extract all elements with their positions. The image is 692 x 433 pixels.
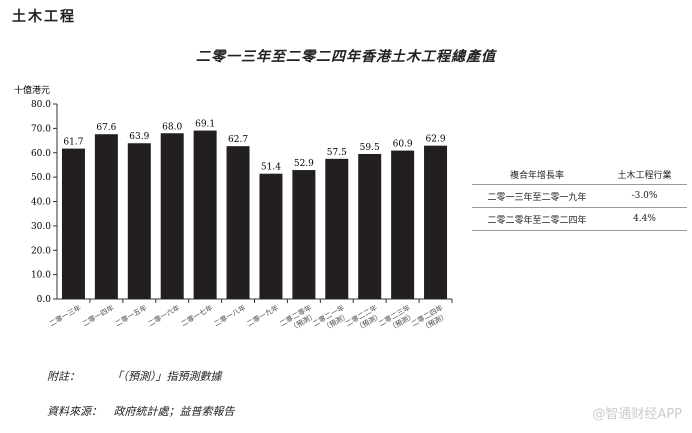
note-label: 附註： [47,370,80,383]
x-tick-label: 二零一四年 [81,303,116,328]
data-label: 59.5 [360,143,380,153]
x-tick-label: 二零二二年（預測） [344,303,383,336]
y-tick-label: 40.0 [31,198,51,208]
header-cell: 複合年增長率 [509,170,564,181]
watermark: @智通财经APP [592,407,682,422]
bar [424,145,448,299]
source: 資料來源： 政府統計處；益普索報告 [47,403,235,419]
x-tick-label: 二零一六年 [146,303,181,328]
data-label: 60.9 [393,140,413,150]
note-text: 「（預測）」指預測數據 [111,370,222,383]
y-tick-label: 80.0 [31,100,51,110]
bar [160,133,184,299]
source-text: 政府統計處；益普索報告 [113,405,235,418]
note: 附註： 「（預測）」指預測數據 [47,368,222,384]
y-axis-label: 十億港元 [14,84,50,96]
chart-title: 二零一三年至二零二四年香港土木工程總產值 [196,49,496,65]
x-tick-label: 二零一三年 [48,303,83,328]
value-cell: 4.4% [633,214,656,224]
data-label: 62.9 [426,135,446,145]
y-tick-label: 70.0 [31,124,51,134]
x-tick-label: 二零二三年（預測） [377,303,416,336]
data-label: 68.0 [162,122,182,132]
y-tick-label: 50.0 [31,173,51,183]
header-cell: 土木工程行業 [617,170,672,181]
x-tick-label: 二零二一年（預測） [311,303,350,336]
bar [226,146,250,299]
data-label: 62.7 [228,135,248,145]
bar [193,130,217,299]
y-tick-label: 10.0 [31,271,51,281]
bar [391,150,415,299]
period-cell: 二零一三年至二零一九年 [487,192,587,203]
bar [127,143,151,299]
period-cell: 二零二零年至二零二四年 [487,215,587,226]
section-title: 土木工程 [12,9,76,25]
table-row: 二零一三年至二零一九年 -3.0% [472,185,687,208]
data-label: 67.6 [96,123,116,133]
y-tick-label: 20.0 [31,246,51,256]
y-tick-label: 30.0 [31,222,51,232]
x-tick-label: 二零一五年 [113,303,148,328]
bar [358,153,382,299]
data-label: 63.9 [129,132,149,142]
bar [292,170,316,299]
bar [325,158,349,299]
bar [259,173,283,299]
bar [61,148,85,299]
data-label: 57.5 [327,148,347,158]
value-cell: -3.0% [631,191,658,201]
data-label: 61.7 [63,138,83,148]
cagr-table: 複合年增長率 土木工程行業 二零一三年至二零一九年 -3.0% 二零二零年至二零… [472,164,687,231]
data-label: 69.1 [195,120,215,130]
x-tick-label: 二零一七年 [179,303,214,328]
x-tick-label: 二零一九年 [245,303,280,328]
table-row: 二零二零年至二零二四年 4.4% [472,208,687,231]
source-label: 資料來源： [47,405,102,418]
table-header: 複合年增長率 土木工程行業 [472,164,687,185]
y-tick-label: 0.0 [37,295,52,305]
data-label: 51.4 [261,163,281,173]
x-tick-label: 二零一八年 [212,303,247,328]
x-tick-label: 二零二四年（預測） [410,303,449,336]
x-tick-label: 二零二零年（預測） [278,303,317,336]
data-label: 52.9 [294,159,314,169]
y-tick-label: 60.0 [31,149,51,159]
bar [94,134,118,299]
